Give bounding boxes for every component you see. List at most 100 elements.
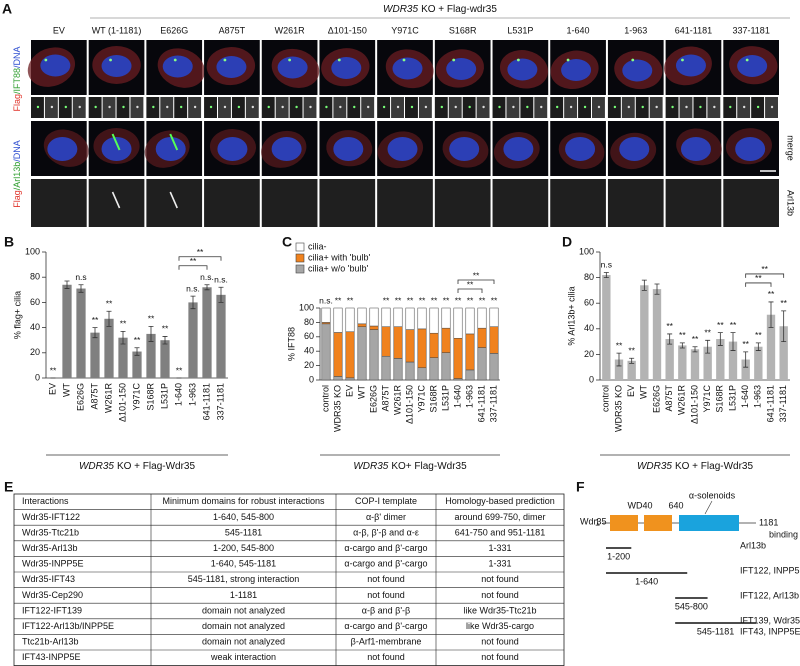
inset-dot xyxy=(339,105,342,109)
table-cell: 1-640, 545-800 xyxy=(213,512,274,522)
panel-label: B xyxy=(4,234,14,250)
significance: ** xyxy=(730,320,737,330)
error-bar xyxy=(641,279,647,291)
inset-dot xyxy=(569,105,573,109)
significance: n.s xyxy=(75,272,86,282)
bracket xyxy=(745,282,772,287)
domain-label: 640 xyxy=(668,500,683,510)
bar-segment xyxy=(465,307,475,335)
significance: ** xyxy=(704,328,711,338)
inset-dot xyxy=(64,105,68,109)
x-tick-label: control xyxy=(320,385,330,412)
nucleus xyxy=(387,137,418,161)
significance: ** xyxy=(106,298,113,308)
bar xyxy=(627,360,636,380)
x-tick-label: 337-1181 xyxy=(778,385,788,422)
row-label-part: /DNA xyxy=(12,46,22,68)
inset-dot xyxy=(325,105,328,109)
inset-dot xyxy=(36,105,40,109)
error-bar xyxy=(106,310,112,327)
bar xyxy=(146,333,156,378)
y-tick-label: 100 xyxy=(579,246,594,256)
error-bar xyxy=(781,310,787,342)
nucleus xyxy=(675,54,706,77)
inset-dot xyxy=(454,105,457,109)
inset-dot xyxy=(223,105,227,109)
bar xyxy=(678,345,687,380)
bracket xyxy=(178,265,208,270)
table-cell: IFT43-INPP5E xyxy=(22,652,81,662)
y-tick-label: 100 xyxy=(299,302,314,312)
significance: ** xyxy=(443,295,450,305)
bracket-label: ** xyxy=(755,273,762,283)
y-tick-label: 20 xyxy=(30,347,40,357)
significance: ** xyxy=(335,295,342,305)
fragment-range: 1-200 xyxy=(607,551,630,561)
x-tick-label: 641-1181 xyxy=(201,383,211,420)
significance: ** xyxy=(92,315,99,325)
significance: n.s. xyxy=(200,272,214,282)
column-label: Δ101-150 xyxy=(328,25,367,35)
table-cell: not found xyxy=(367,652,405,662)
error-bar xyxy=(730,332,736,351)
bar xyxy=(690,349,700,380)
table-cell: β-Arf1-membrane xyxy=(351,637,422,647)
table-cell: like Wdr35-cargo xyxy=(466,621,534,631)
y-tick-label: 100 xyxy=(25,246,40,256)
x-tick-label: S168R xyxy=(145,383,155,411)
significance: ** xyxy=(162,324,169,334)
inset-dot xyxy=(713,105,716,109)
bar xyxy=(665,339,674,380)
nucleus xyxy=(680,137,711,161)
x-tick-label: Δ101-150 xyxy=(689,385,699,424)
bracket-label: ** xyxy=(190,256,197,266)
inset-dot xyxy=(353,105,356,109)
row-label-part: /DNA xyxy=(12,140,22,162)
table-cell: Wdr35-INPP5E xyxy=(22,559,84,569)
table-header: Homology-based prediction xyxy=(445,496,555,506)
inset-dot xyxy=(295,105,298,109)
panel-label: E xyxy=(4,479,13,495)
significance: ** xyxy=(692,334,699,344)
cilium-dot xyxy=(452,58,456,62)
error-bar xyxy=(148,325,154,342)
cilium-dot xyxy=(223,58,227,62)
significance: ** xyxy=(780,298,787,308)
row-label-part: /Arl13b xyxy=(12,162,22,191)
inset-dot xyxy=(179,105,183,109)
table-cell: domain not analyzed xyxy=(202,637,285,647)
table-cell: 641-750 and 951-1181 xyxy=(455,527,545,537)
nucleus xyxy=(737,55,768,77)
row-label: Flag/Arl13b/DNA xyxy=(12,140,22,208)
inset-dot xyxy=(540,105,543,109)
inset-dot xyxy=(193,105,197,109)
panel-label: A xyxy=(2,1,12,17)
inset-dot xyxy=(627,105,631,109)
inset-dot xyxy=(50,105,54,109)
nucleus xyxy=(47,137,78,161)
bar-segment xyxy=(405,307,415,330)
bar-segment xyxy=(465,333,475,371)
error-bar xyxy=(743,351,749,368)
bar-segment xyxy=(417,367,427,381)
bar-segment xyxy=(333,376,343,381)
title-rest: KO + Flag-wdr35 xyxy=(421,4,497,15)
bar-segment xyxy=(429,307,439,334)
cilium-dot xyxy=(631,58,635,62)
x-tick-label: 1-640 xyxy=(452,385,462,408)
table-cell: α-cargo and β'-cargo xyxy=(344,621,427,631)
inset-dot xyxy=(251,105,255,109)
x-tick-label: Y971C xyxy=(131,383,141,411)
x-tick-label: S168R xyxy=(715,385,725,413)
micrograph xyxy=(550,179,606,227)
table-cell: α-β' dimer xyxy=(366,512,406,522)
bracket xyxy=(457,279,495,284)
table-cell: Wdr35-Arl13b xyxy=(22,543,78,553)
nucleus xyxy=(735,137,766,161)
legend-label: cilia+ with 'bulb' xyxy=(308,252,370,262)
significance: n.s. xyxy=(214,275,228,285)
bar-segment xyxy=(345,331,355,379)
fragment-binding: Arl13b xyxy=(740,540,766,550)
inset-dot xyxy=(770,105,774,109)
